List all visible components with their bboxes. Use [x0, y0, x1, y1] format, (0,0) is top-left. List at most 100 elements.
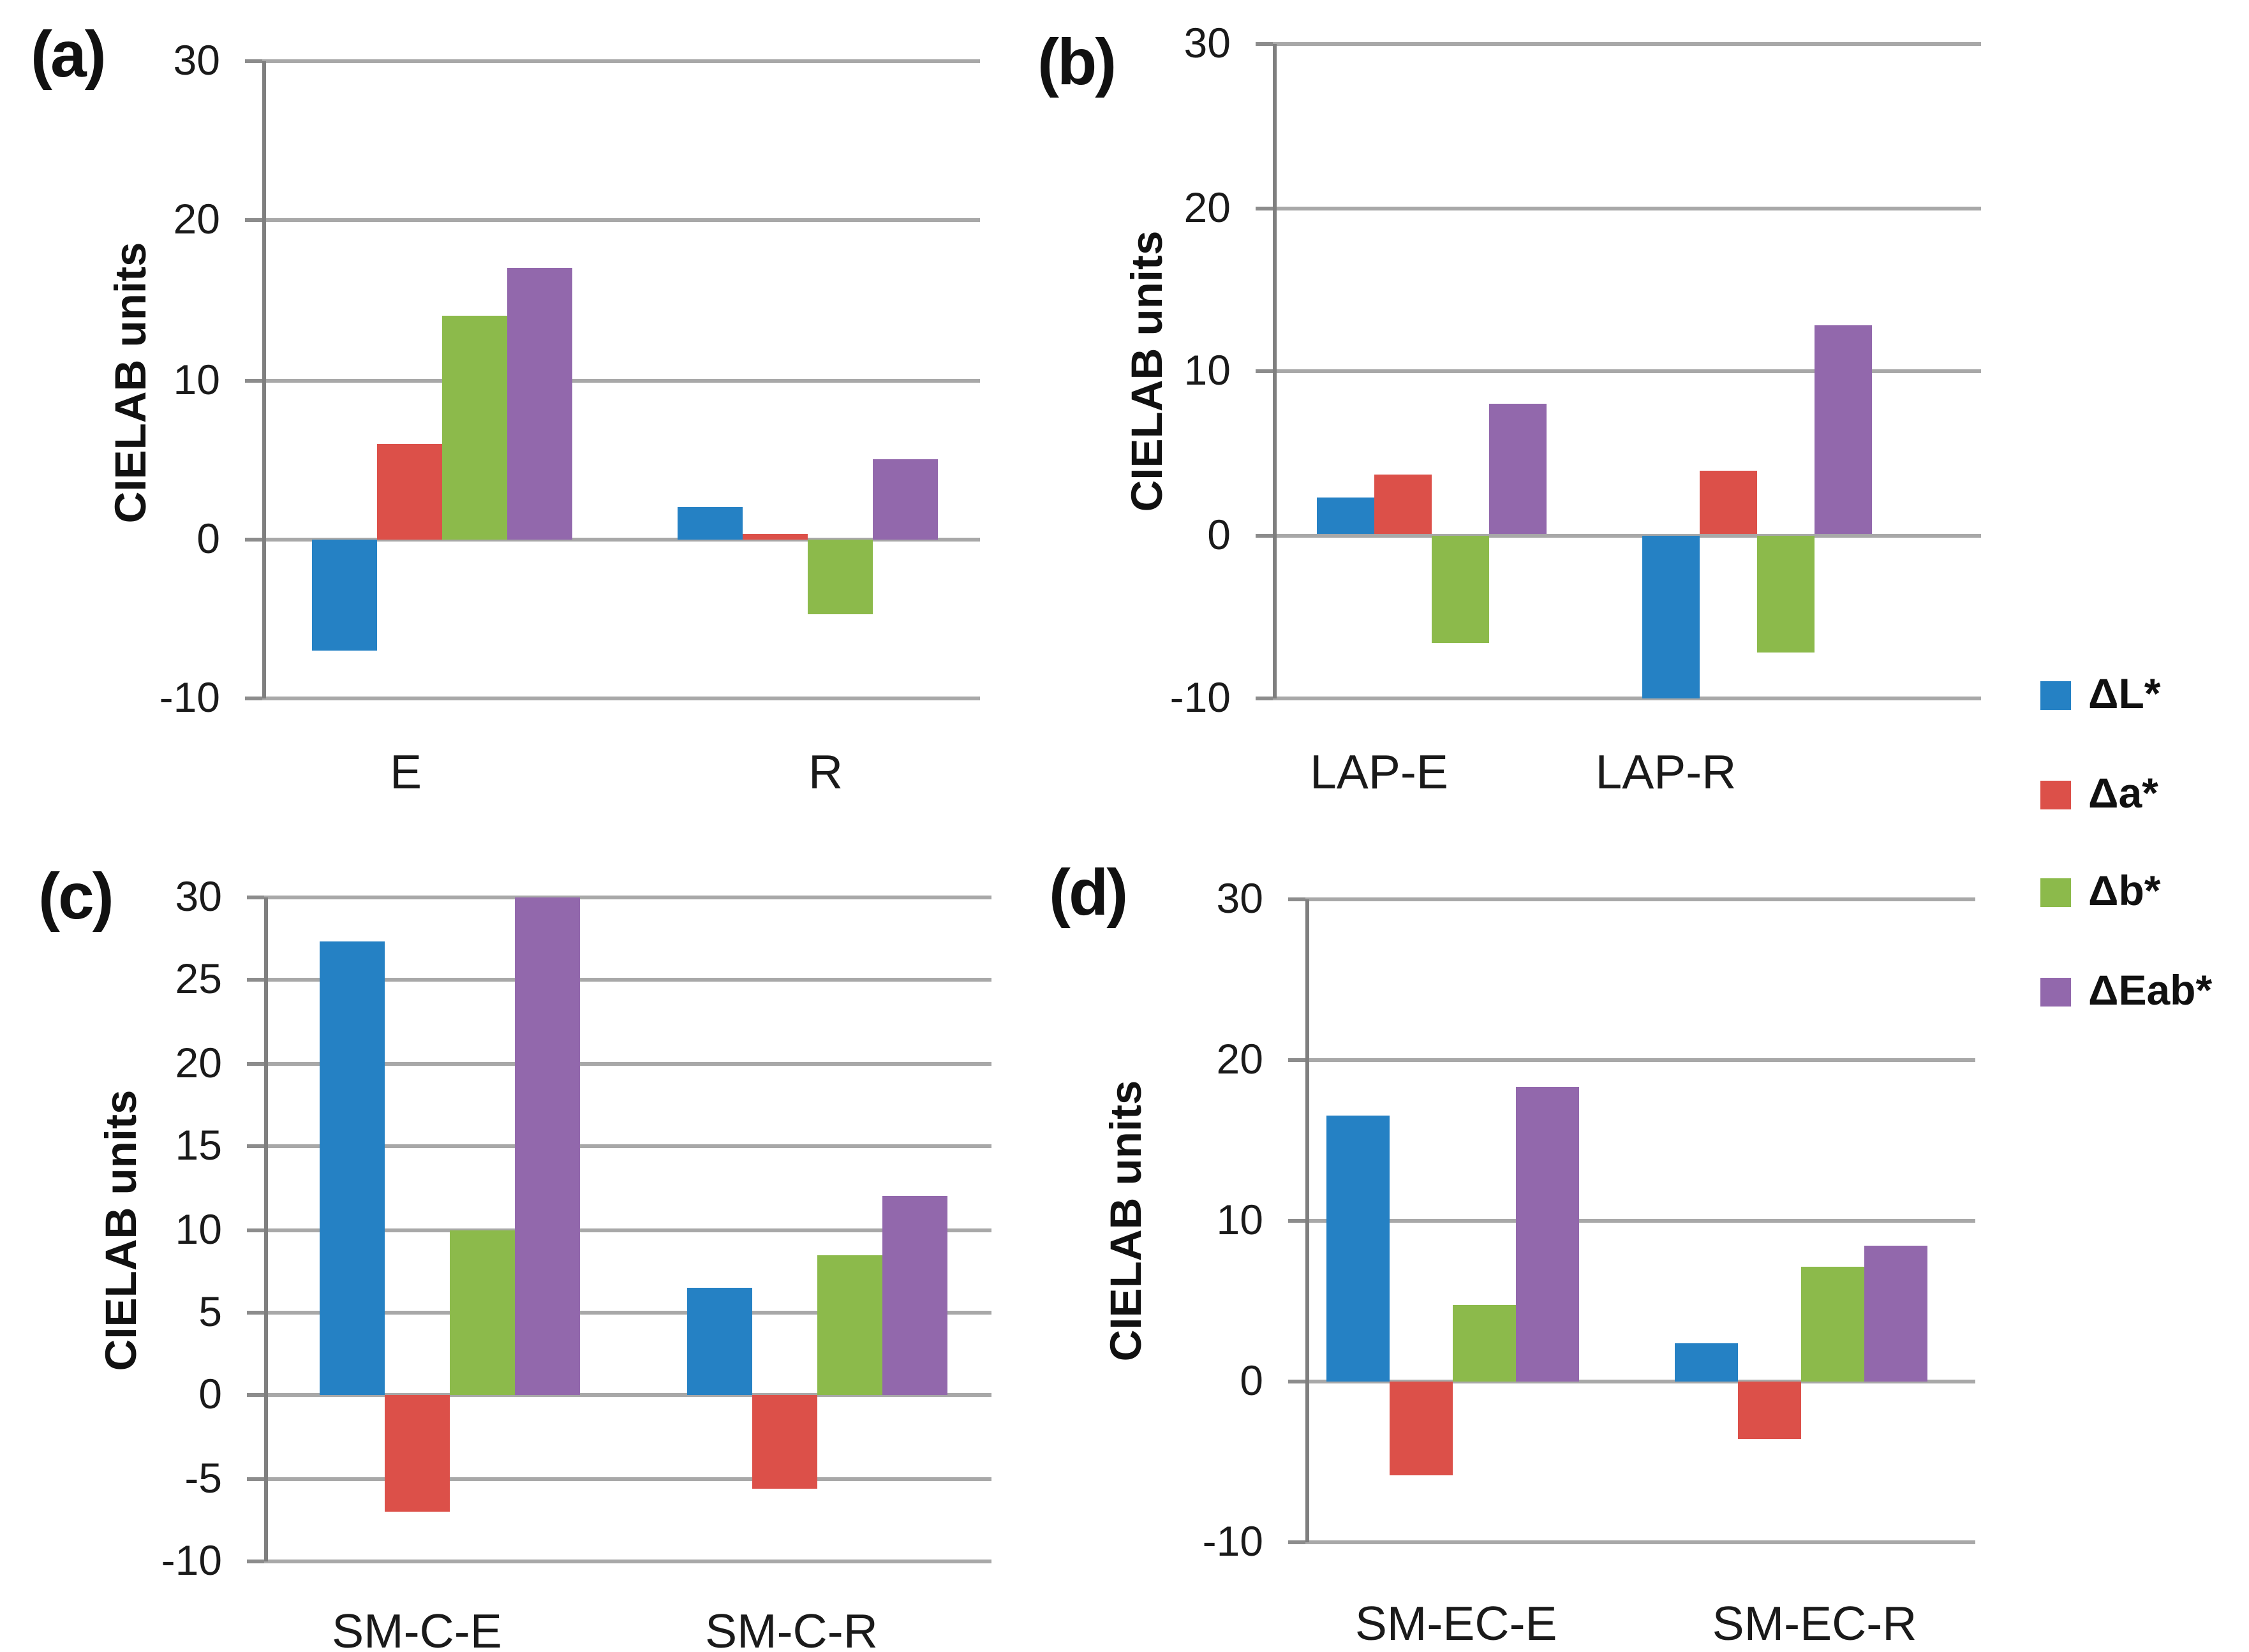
- tick-mark-c-15: [247, 1144, 264, 1149]
- tick-mark-a--10: [245, 697, 262, 700]
- tick-mark-c--10: [247, 1560, 264, 1563]
- gridline-d-30: [1305, 897, 1975, 901]
- y-tick-label-d-10: 10: [1216, 1196, 1263, 1244]
- legend-label: Δb*: [2088, 867, 2161, 915]
- bar-a-R-Δa*: [743, 534, 808, 540]
- bar-b-LAP-E-Δb*: [1432, 535, 1490, 643]
- y-tick-label-c-10: 10: [175, 1204, 222, 1253]
- tick-mark-c-5: [247, 1310, 264, 1315]
- tick-mark-a-20: [245, 218, 262, 223]
- tick-mark-c-20: [247, 1061, 264, 1066]
- gridline-b--10: [1273, 697, 1981, 700]
- gridline-a-0: [262, 537, 980, 542]
- y-tick-label-c--5: -5: [184, 1453, 222, 1501]
- bar-d-SM-EC-E-Δa*: [1390, 1382, 1453, 1475]
- bar-b-LAP-R-ΔEab*: [1815, 325, 1873, 535]
- gridline-b-20: [1273, 205, 1981, 210]
- bar-b-LAP-R-Δb*: [1758, 535, 1816, 653]
- y-tick-label-d-30: 30: [1216, 874, 1263, 922]
- gridline-a--10: [262, 697, 980, 700]
- y-tick-label-b-30: 30: [1184, 19, 1231, 67]
- gridline-c-30: [264, 896, 991, 899]
- bar-c-SM-C-E-ΔEab*: [515, 897, 581, 1396]
- gridline-b-10: [1273, 369, 1981, 373]
- tick-mark-d-0: [1288, 1380, 1305, 1383]
- bar-b-LAP-E-Δa*: [1374, 474, 1432, 535]
- y-tick-label-a-20: 20: [173, 195, 220, 244]
- y-tick-label-b-20: 20: [1184, 182, 1231, 231]
- tick-mark-a-30: [245, 59, 262, 63]
- y-axis-line-b: [1273, 44, 1277, 698]
- bar-d-SM-EC-E-ΔL*: [1326, 1116, 1390, 1382]
- bar-c-SM-C-E-ΔL*: [320, 942, 385, 1396]
- y-tick-label-d-20: 20: [1216, 1035, 1263, 1083]
- y-tick-label-c-30: 30: [175, 873, 222, 920]
- y-tick-label-c-15: 15: [175, 1121, 222, 1170]
- gridline-a-30: [262, 59, 980, 63]
- bar-c-SM-C-R-Δb*: [817, 1254, 882, 1396]
- y-tick-label-c--10: -10: [161, 1537, 222, 1584]
- bar-a-R-Δb*: [808, 539, 873, 614]
- gridline-d--10: [1305, 1540, 1975, 1544]
- panel-d-letter: (d): [1049, 857, 1128, 930]
- y-tick-label-a-0: 0: [197, 514, 220, 563]
- tick-mark-b-20: [1256, 205, 1273, 210]
- y-tick-label-c-25: 25: [175, 955, 222, 1004]
- panel-c-plot-area: 30 25 20 15 10 5 0 -5 -10 SM-C-E SM-C-R: [161, 873, 991, 1652]
- y-tick-label-a-10: 10: [173, 355, 220, 403]
- bar-b-LAP-R-Δa*: [1700, 471, 1758, 535]
- y-tick-label-c-0: 0: [198, 1370, 222, 1419]
- x-category-label-b-LAP-R: LAP-R: [1595, 746, 1737, 800]
- legend-item-delta-b: Δb*: [2040, 863, 2160, 920]
- x-category-label-d-SM-EC-E: SM-EC-E: [1355, 1598, 1557, 1651]
- y-tick-label-d--10: -10: [1202, 1517, 1263, 1565]
- y-tick-label-b-0: 0: [1207, 510, 1231, 558]
- y-tick-label-c-5: 5: [198, 1287, 222, 1336]
- tick-mark-b-10: [1256, 369, 1273, 373]
- bar-b-LAP-R-ΔL*: [1643, 535, 1701, 698]
- y-tick-label-a-30: 30: [173, 36, 220, 84]
- x-category-label-a-E: E: [389, 746, 422, 800]
- x-category-label-d-SM-EC-R: SM-EC-R: [1712, 1598, 1917, 1651]
- tick-mark-d-10: [1288, 1219, 1305, 1223]
- gridline-a-10: [262, 378, 980, 382]
- tick-mark-b-0: [1256, 533, 1273, 537]
- legend-label: ΔL*: [2088, 670, 2161, 718]
- panel-b-plot-area: 30 20 10 0 -10 LAP-E LAP-R: [1170, 19, 1981, 800]
- bar-a-E-Δa*: [376, 443, 442, 540]
- gridline-c-15: [264, 1144, 991, 1149]
- x-category-label-a-R: R: [808, 746, 843, 800]
- bar-b-LAP-E-ΔEab*: [1489, 404, 1547, 535]
- panel-a-plot-area: 30 20 10 0 -10 E R: [160, 36, 980, 800]
- tick-mark-d--10: [1288, 1540, 1305, 1544]
- tick-mark-a-0: [245, 537, 262, 542]
- gridline-c--5: [264, 1476, 991, 1480]
- gridline-c-20: [264, 1061, 991, 1066]
- gridline-b-30: [1273, 42, 1981, 46]
- purple-square-icon: [2040, 977, 2071, 1006]
- y-axis-line-c: [264, 897, 268, 1561]
- bar-d-SM-EC-R-Δa*: [1738, 1382, 1801, 1440]
- gridline-d-20: [1305, 1058, 1975, 1062]
- x-category-label-c-SM-C-E: SM-C-E: [332, 1605, 502, 1652]
- tick-mark-d-30: [1288, 897, 1305, 901]
- tick-mark-c-0: [247, 1393, 264, 1398]
- y-tick-label-b-10: 10: [1184, 346, 1231, 394]
- legend-item-delta-a: Δa*: [2040, 765, 2158, 823]
- y-axis-line-a: [262, 61, 266, 698]
- bar-c-SM-C-E-Δa*: [385, 1395, 450, 1512]
- gridline-c-0: [264, 1393, 991, 1398]
- panel-d-plot-area: 30 20 10 0 -10 SM-EC-E SM-EC-R: [1203, 874, 1975, 1651]
- panel-c-letter: (c): [38, 861, 114, 934]
- bar-b-LAP-E-ΔL*: [1317, 497, 1375, 535]
- gridline-c-10: [264, 1227, 991, 1232]
- bar-c-SM-C-E-Δb*: [450, 1229, 516, 1396]
- tick-mark-c--5: [247, 1476, 264, 1480]
- x-category-label-b-LAP-E: LAP-E: [1310, 746, 1448, 800]
- tick-mark-c-10: [247, 1227, 264, 1232]
- bar-a-E-Δb*: [442, 316, 507, 540]
- bar-d-SM-EC-R-ΔEab*: [1864, 1246, 1927, 1382]
- red-square-icon: [2040, 779, 2071, 809]
- panel-a-letter: (a): [31, 19, 107, 92]
- gridline-d-0: [1305, 1380, 1975, 1383]
